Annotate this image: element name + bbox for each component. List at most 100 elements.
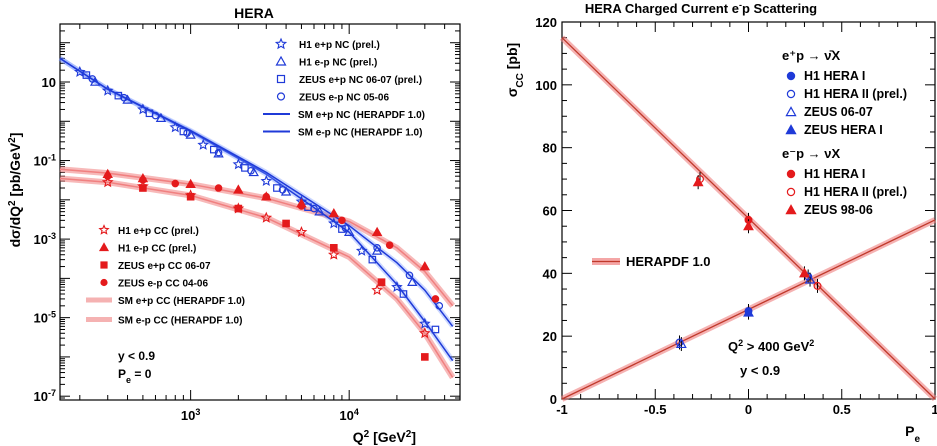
y-tick-label: 120 [535, 15, 557, 30]
data-point [88, 75, 97, 83]
legend-label: H1 HERA II (prel.) [804, 87, 907, 101]
data-point [328, 208, 340, 218]
data-point [804, 273, 816, 284]
y-tick-label: 80 [543, 141, 557, 156]
right-points [675, 172, 822, 352]
legend-label: ZEUS 98-06 [804, 203, 873, 217]
legend-label: H1 e-p NC (prel.) [299, 58, 377, 69]
legend-label: ZEUS 06-07 [804, 105, 873, 119]
y-tick-label: 10-3 [34, 231, 56, 247]
y-tick-label: 10-1 [34, 153, 56, 169]
x-tick-label: 0.5 [833, 402, 851, 417]
data-point [137, 103, 149, 115]
data-point [280, 186, 292, 196]
left-title: HERA [234, 5, 274, 21]
data-point [373, 244, 381, 252]
data-point [368, 255, 377, 264]
legend-marker [786, 89, 796, 99]
legend-marker [274, 37, 288, 50]
left-points [73, 65, 444, 361]
x-tick-label: 0 [745, 402, 752, 417]
data-point [419, 317, 431, 329]
legend-marker [786, 169, 796, 179]
data-point [327, 217, 340, 229]
data-point [435, 302, 444, 310]
data-point [371, 284, 383, 296]
legend-marker [786, 187, 796, 197]
right-axis-ticks: -1 -0.5 0 0.5 1 0 20 40 60 80 100 120 [535, 15, 937, 417]
right-annotation-y: y < 0.9 [740, 363, 780, 378]
data-point [248, 166, 259, 177]
legend-label: SM e-p CC (HERAPDF 1.0) [118, 316, 242, 327]
legend-label: ZEUS e-p CC 04-06 [118, 279, 208, 290]
data-point [314, 206, 325, 216]
data-point [431, 295, 440, 303]
right-ylabel: σCC [pb] [504, 43, 526, 97]
data-point [338, 216, 346, 225]
data-point [186, 192, 195, 201]
legend-header-eplus: e⁺p → ν̄X [782, 48, 840, 63]
data-point [355, 244, 368, 256]
data-point [197, 138, 210, 150]
data-point [183, 129, 191, 137]
legend-label: ZEUS e-p NC 05-06 [299, 93, 389, 104]
data-point [385, 241, 394, 249]
data-point [675, 338, 687, 349]
data-point [232, 158, 245, 170]
data-point [743, 220, 754, 231]
data-point [338, 225, 346, 233]
data-point [310, 204, 318, 213]
data-point [341, 224, 350, 232]
data-point [171, 179, 180, 188]
right-xlabel: Pe [905, 423, 920, 445]
legend-marker [275, 55, 287, 66]
data-point [101, 176, 114, 188]
x-tick-label: -1 [556, 402, 568, 417]
left-ylabel: dσ/dQ2 [pb/GeV2] [7, 133, 24, 248]
legend-header-eminus: e⁻p → νX [782, 146, 840, 161]
data-point [692, 176, 704, 187]
y-tick-label: 10-5 [34, 310, 56, 326]
left-annotation-pe: Pe = 0 [118, 367, 152, 385]
legend-label: H1 HERA I [804, 69, 865, 83]
y-tick-label: 60 [543, 204, 557, 219]
legend-marker [276, 92, 286, 101]
legend-label: ZEUS e+p NC 06-07 (prel.) [299, 75, 422, 86]
legend-label: H1 HERA I [804, 167, 865, 181]
legend-label: H1 HERA II (prel.) [804, 185, 907, 199]
data-point [431, 325, 440, 334]
legend-marker [785, 204, 797, 215]
data-point [418, 327, 431, 339]
data-point [155, 112, 167, 122]
data-point [122, 94, 133, 104]
legend-label: H1 e+p CC (prel.) [118, 226, 199, 237]
legend-marker [276, 74, 286, 84]
data-point [327, 248, 340, 260]
data-point [421, 353, 429, 361]
data-point [260, 211, 273, 223]
legend-label: SM e-p NC (HERAPDF 1.0) [298, 128, 422, 139]
data-point [343, 226, 355, 236]
data-point [247, 166, 255, 175]
data-point [214, 148, 223, 157]
data-point [743, 306, 754, 317]
legend-marker [100, 261, 108, 269]
data-point [295, 226, 308, 238]
data-point [73, 65, 86, 77]
data-point [101, 84, 114, 96]
data-point [419, 261, 431, 271]
svg-text:HERAPDF 1.0: HERAPDF 1.0 [626, 254, 711, 269]
y-tick-label: 10-7 [34, 388, 56, 404]
data-point [169, 121, 182, 133]
legend-label: H1 e-p CC (prel.) [118, 244, 196, 255]
x-tick-label: 103 [181, 407, 200, 423]
legend-marker [98, 224, 110, 235]
data-point [185, 129, 196, 139]
data-point [234, 204, 243, 213]
legend-label: SM e+p CC (HERAPDF 1.0) [118, 296, 245, 307]
x-tick-label: 104 [339, 407, 358, 423]
data-point [405, 271, 414, 280]
data-point [330, 244, 338, 252]
legend-marker [786, 71, 796, 81]
